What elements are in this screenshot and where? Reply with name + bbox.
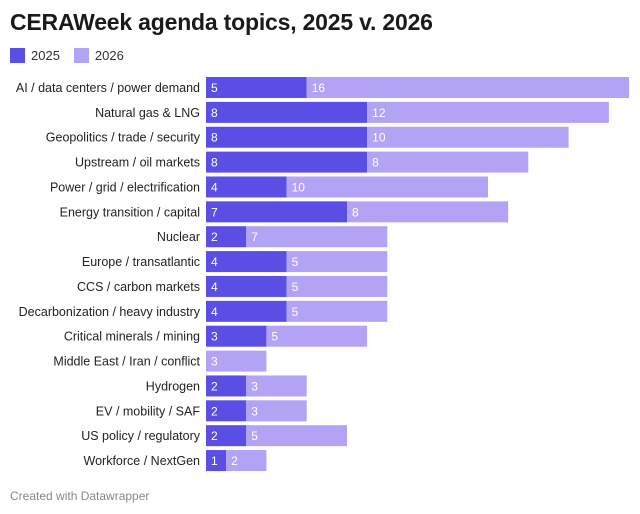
- bar-2025: [206, 425, 247, 447]
- category-label: Energy transition / capital: [60, 205, 200, 219]
- data-label-2025: 8: [211, 106, 218, 120]
- category-label: Europe / transatlantic: [82, 255, 200, 269]
- bar-2025: [206, 201, 347, 223]
- bar-2026: [246, 425, 347, 447]
- category-label: Upstream / oil markets: [75, 156, 200, 170]
- data-label-2026: 3: [251, 404, 258, 418]
- data-label-2025: 4: [211, 280, 218, 294]
- bar-2025: [206, 176, 287, 198]
- bar-2026: [367, 101, 609, 123]
- bar-2026: [347, 201, 509, 223]
- bar-2026: [306, 77, 629, 98]
- data-label-2025: 7: [211, 205, 218, 219]
- data-label-2026: 5: [271, 330, 278, 344]
- bar-2026: [367, 151, 529, 173]
- bar-2026: [206, 350, 267, 372]
- bar-2026: [266, 325, 368, 347]
- data-label-2025: 8: [211, 156, 218, 170]
- bar-chart: AI / data centers / power demand 5 16 Natur…: [16, 77, 629, 472]
- bar-2025: [206, 77, 307, 98]
- legend: 2025 2026: [10, 47, 138, 63]
- legend-swatch-2026: [73, 47, 89, 63]
- data-label-2025: 2: [211, 429, 218, 443]
- data-label-2026: 12: [372, 106, 386, 120]
- legend-item-2025: 2025: [10, 47, 60, 63]
- data-label-2025: 4: [211, 180, 218, 194]
- data-label-2025: 5: [211, 81, 218, 95]
- category-label: Hydrogen: [146, 379, 200, 393]
- data-label-2025: 2: [211, 379, 218, 393]
- data-label-2026: 8: [352, 205, 359, 219]
- data-label-2025: 8: [211, 131, 218, 145]
- bar-2025: [206, 226, 247, 248]
- bar-2026: [286, 251, 388, 273]
- data-label-2026: 5: [292, 255, 299, 269]
- footer-credit: Created with Datawrapper: [10, 489, 150, 503]
- bar-2025: [206, 101, 368, 123]
- bar-2026: [286, 176, 488, 198]
- data-label-2026: 2: [231, 454, 238, 468]
- bar-2026: [286, 300, 388, 322]
- bar-2026: [367, 126, 569, 148]
- data-label-2025: 4: [211, 255, 218, 269]
- category-label: Workforce / NextGen: [84, 454, 201, 468]
- bar-2025: [206, 400, 247, 422]
- data-label-2025: 1: [211, 454, 218, 468]
- category-label: US policy / regulatory: [81, 429, 201, 443]
- category-label: AI / data centers / power demand: [16, 81, 200, 95]
- category-label: Critical minerals / mining: [64, 330, 200, 344]
- legend-label-2025: 2025: [31, 47, 60, 63]
- data-label-2025: 2: [211, 404, 218, 418]
- bar-2025: [206, 275, 287, 297]
- bar-2025: [206, 251, 287, 273]
- data-label-2026: 10: [372, 131, 386, 145]
- bar-2025: [206, 375, 247, 397]
- bar-2026: [246, 375, 307, 397]
- data-label-2026: 5: [292, 305, 299, 319]
- bar-2025: [206, 325, 267, 347]
- data-label-2026: 5: [251, 429, 258, 443]
- category-label: Nuclear: [157, 230, 200, 244]
- data-label-2025: 2: [211, 230, 218, 244]
- data-label-2025: 4: [211, 305, 218, 319]
- category-label: Middle East / Iran / conflict: [53, 355, 200, 369]
- bar-2025: [206, 151, 368, 173]
- bar-2026: [246, 400, 307, 422]
- chart-title: CERAWeek agenda topics, 2025 v. 2026: [10, 9, 433, 35]
- category-label: Geopolitics / trade / security: [46, 131, 201, 145]
- category-label: Decarbonization / heavy industry: [19, 305, 201, 319]
- bar-2025: [206, 450, 227, 472]
- legend-label-2026: 2026: [94, 47, 124, 63]
- data-label-2026: 5: [292, 280, 299, 294]
- bar-2026: [246, 226, 388, 248]
- bar-2025: [206, 126, 368, 148]
- data-label-2026: 10: [292, 180, 306, 194]
- bar-2026: [226, 450, 267, 472]
- category-label: EV / mobility / SAF: [96, 404, 201, 418]
- data-label-2025: 3: [211, 330, 218, 344]
- legend-item-2026: 2026: [73, 47, 124, 63]
- data-label-2026: 3: [251, 379, 258, 393]
- data-label-2026: 16: [312, 81, 326, 95]
- category-label: CCS / carbon markets: [77, 280, 200, 294]
- bar-2026: [286, 275, 388, 297]
- category-label: Natural gas & LNG: [95, 106, 200, 120]
- bar-2025: [206, 300, 287, 322]
- data-label-2026: 3: [211, 355, 218, 369]
- legend-swatch-2025: [10, 47, 25, 63]
- data-label-2026: 7: [251, 230, 258, 244]
- data-label-2026: 8: [372, 156, 379, 170]
- category-label: Power / grid / electrification: [50, 180, 200, 194]
